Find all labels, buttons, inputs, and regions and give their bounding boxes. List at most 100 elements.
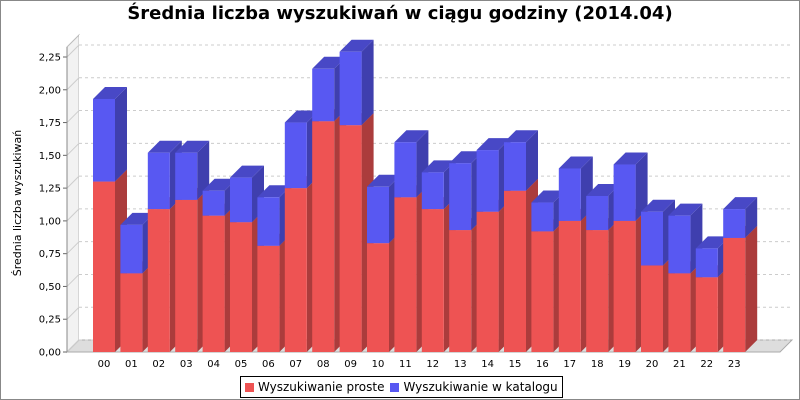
x-tick-label: 21 [673, 359, 686, 370]
bar-catalog-03-top [175, 140, 210, 153]
y-tick-label: 0,00 [39, 348, 61, 359]
bar-simple-23-side [745, 225, 758, 352]
grid-line-diagonal [66, 175, 80, 189]
bar-catalog-21-top [668, 203, 703, 216]
legend-swatch-simple [245, 382, 254, 392]
bar-catalog-09-side [361, 39, 374, 126]
bar-catalog-02-top [147, 140, 182, 153]
bar-catalog-20-front [641, 211, 663, 266]
bar-catalog-14-top [476, 138, 511, 151]
bar-catalog-06-front [257, 197, 280, 246]
bar-simple-09-front [339, 125, 362, 352]
y-tick-label: 1,50 [39, 151, 61, 162]
bar-catalog-03 [175, 140, 210, 200]
bar-catalog-15 [504, 130, 538, 191]
x-tick-label: 20 [646, 359, 659, 370]
bar-simple-03-front [175, 199, 198, 352]
bar-simple-14-front [476, 211, 499, 352]
bar-simple-02-front [147, 209, 170, 352]
bar-group-03 [175, 140, 210, 352]
bar-catalog-23 [723, 197, 758, 238]
bar-catalog-21-front [668, 215, 691, 274]
bars [93, 39, 758, 352]
x-tick-label: 22 [700, 359, 713, 370]
bar-catalog-01-front [120, 224, 143, 274]
bar-catalog-09-top [339, 39, 374, 52]
bar-catalog-04-top [202, 178, 237, 191]
bar-catalog-17-front [558, 168, 581, 221]
bar-catalog-10-front [367, 186, 389, 244]
bar-catalog-13-front [449, 163, 472, 231]
bar-catalog-12-top [421, 160, 456, 173]
x-tick-label: 10 [372, 359, 385, 370]
x-tick-label: 11 [399, 359, 412, 370]
legend-item-simple: Wyszukiwanie proste [245, 380, 384, 394]
x-tick-label: 03 [180, 359, 193, 370]
bar-simple-23-front [723, 237, 746, 352]
y-tick-label: 2,00 [39, 85, 61, 96]
bar-group-08 [312, 56, 347, 352]
bar-simple-06-front [257, 245, 280, 352]
legend: Wyszukiwanie proste Wyszukiwanie w katal… [240, 376, 563, 398]
bar-simple-07-front [284, 188, 307, 352]
y-tick-label: 1,75 [39, 118, 61, 129]
bar-catalog-11-front [394, 142, 417, 198]
bar-catalog-15-front [504, 142, 526, 191]
bar-catalog-06-top [257, 185, 292, 198]
grid-line-diagonal [66, 306, 80, 320]
y-tick-label: 0,50 [39, 282, 61, 293]
bar-catalog-22-top [695, 236, 730, 249]
grid-line-diagonal [66, 110, 80, 123]
y-axis-label: Średnia liczba wyszukiwań [11, 130, 24, 277]
bar-catalog-19 [613, 152, 648, 221]
bar-group-07 [284, 110, 319, 352]
bar-catalog-08-top [312, 56, 347, 69]
bar-catalog-19-front [613, 164, 636, 221]
bar-group-23 [723, 197, 758, 352]
bar-catalog-23-front [723, 209, 746, 238]
bar-simple-04-front [202, 215, 225, 352]
y-tick-label: 1,25 [39, 184, 61, 195]
bar-catalog-09 [339, 39, 374, 126]
legend-swatch-catalog [390, 382, 400, 392]
bar-catalog-03-front [175, 152, 198, 200]
bar-catalog-05-top [230, 165, 264, 178]
bar-catalog-09-front [339, 51, 362, 126]
bar-catalog-17-top [558, 156, 593, 169]
x-tick-labels: 00 01 02 03 04 05 06 07 08 09 10 11 12 13 14 15 16 17 18 19… [98, 359, 741, 370]
bar-catalog-03-side [197, 140, 210, 200]
grid-line-diagonal [66, 274, 80, 287]
grid-line-diagonal [66, 142, 80, 156]
bar-simple-05-front [230, 222, 252, 352]
bar-simple-23 [723, 225, 758, 352]
bar-simple-11-front [394, 197, 417, 352]
bar-catalog-16-top [531, 190, 566, 203]
x-tick-label: 01 [125, 359, 138, 370]
bar-simple-17-front [558, 220, 581, 352]
grid-line-diagonal [66, 44, 80, 58]
x-tick-label: 07 [289, 359, 302, 370]
bar-simple-13-front [449, 230, 472, 352]
bar-catalog-11-top [394, 130, 429, 143]
bar-simple-01-front [120, 273, 143, 352]
bar-simple-19-front [613, 220, 636, 352]
bar-simple-20-front [641, 265, 663, 352]
bar-catalog-23-top [723, 197, 758, 210]
x-tick-label: 04 [207, 359, 220, 370]
x-tick-label: 18 [591, 359, 604, 370]
y-tick-label: 0,75 [39, 249, 61, 260]
bar-catalog-01-top [120, 212, 155, 225]
x-tick-label: 05 [235, 359, 248, 370]
bar-catalog-20-top [641, 199, 675, 212]
x-tick-label: 00 [98, 359, 111, 370]
bar-catalog-05 [230, 165, 264, 223]
x-tick-label: 17 [563, 359, 576, 370]
y-tick-label: 0,25 [39, 315, 61, 326]
legend-label-simple: Wyszukiwanie proste [258, 380, 385, 394]
x-tick-label: 02 [152, 359, 165, 370]
grid-line-diagonal [66, 241, 80, 255]
x-tick-label: 16 [536, 359, 549, 370]
x-tick-label: 19 [618, 359, 631, 370]
bar-simple-08-front [312, 121, 335, 352]
